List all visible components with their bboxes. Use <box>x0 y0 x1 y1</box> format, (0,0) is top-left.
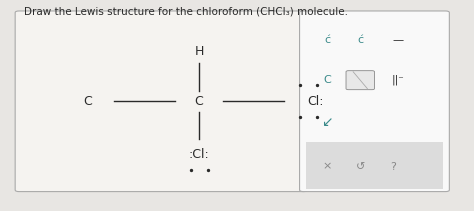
Text: ||⁻: ||⁻ <box>392 75 404 85</box>
FancyBboxPatch shape <box>346 71 374 90</box>
Text: ?: ? <box>391 162 396 172</box>
Bar <box>306 142 443 189</box>
Text: ↙: ↙ <box>321 115 333 129</box>
Text: ć: ć <box>324 35 330 45</box>
Text: ×: × <box>322 162 332 172</box>
Text: C: C <box>323 75 331 85</box>
FancyBboxPatch shape <box>15 11 307 192</box>
Text: Cl:: Cl: <box>307 95 323 108</box>
Text: C: C <box>195 95 203 108</box>
Text: ć: ć <box>357 35 363 45</box>
FancyBboxPatch shape <box>300 11 449 192</box>
Text: :Cl:: :Cl: <box>189 147 210 161</box>
Text: C: C <box>83 95 92 108</box>
Text: —: — <box>392 35 404 45</box>
Text: H: H <box>194 45 204 58</box>
Text: Draw the Lewis structure for the chloroform (CHCl₃) molecule.: Draw the Lewis structure for the chlorof… <box>24 6 348 16</box>
Text: ↺: ↺ <box>356 162 365 172</box>
